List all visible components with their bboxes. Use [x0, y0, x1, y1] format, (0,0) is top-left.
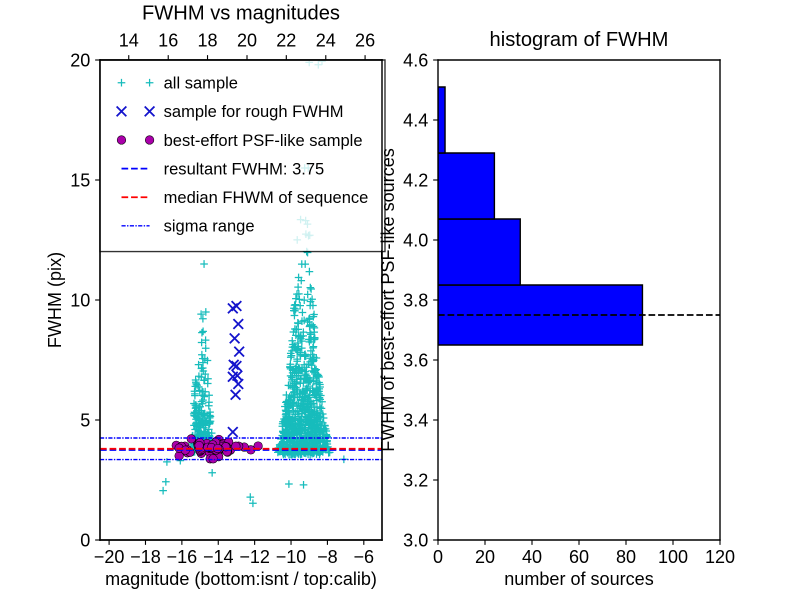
svg-text:−16: −16: [167, 547, 198, 567]
svg-text:60: 60: [569, 547, 589, 567]
svg-text:20: 20: [237, 31, 257, 51]
svg-text:3.2: 3.2: [403, 471, 428, 491]
svg-text:40: 40: [522, 547, 542, 567]
svg-text:FWHM of best-effort PSF-like s: FWHM of best-effort PSF-like sources: [378, 148, 398, 452]
svg-text:magnitude (bottom:isnt / top:c: magnitude (bottom:isnt / top:calib): [105, 569, 377, 589]
svg-text:best-effort PSF-like sample: best-effort PSF-like sample: [164, 131, 363, 150]
svg-text:0: 0: [433, 547, 443, 567]
svg-text:0: 0: [80, 531, 90, 551]
svg-text:3.6: 3.6: [403, 351, 428, 371]
svg-text:resultant FWHM: 3.75: resultant FWHM: 3.75: [164, 159, 325, 178]
svg-text:−14: −14: [203, 547, 234, 567]
svg-text:120: 120: [705, 547, 735, 567]
svg-text:−12: −12: [239, 547, 270, 567]
svg-text:4.2: 4.2: [403, 171, 428, 191]
svg-text:median FHWM of sequence: median FHWM of sequence: [164, 188, 369, 207]
svg-text:sigma range: sigma range: [164, 217, 255, 236]
svg-text:3.0: 3.0: [403, 531, 428, 551]
svg-text:100: 100: [658, 547, 688, 567]
svg-text:FWHM vs magnitudes: FWHM vs magnitudes: [142, 3, 340, 25]
svg-text:4.6: 4.6: [403, 51, 428, 71]
svg-text:4.4: 4.4: [403, 111, 428, 131]
svg-text:10: 10: [70, 291, 90, 311]
svg-text:−6: −6: [354, 547, 375, 567]
svg-text:number of sources: number of sources: [504, 569, 653, 589]
svg-text:24: 24: [316, 31, 336, 51]
svg-text:20: 20: [475, 547, 495, 567]
svg-text:−8: −8: [317, 547, 338, 567]
svg-text:22: 22: [276, 31, 296, 51]
svg-text:4.0: 4.0: [403, 231, 428, 251]
svg-text:−20: −20: [94, 547, 125, 567]
svg-text:FWHM (pix): FWHM (pix): [45, 252, 65, 348]
svg-text:80: 80: [616, 547, 636, 567]
svg-text:3.4: 3.4: [403, 411, 428, 431]
svg-text:sample for rough FWHM: sample for rough FWHM: [164, 102, 344, 121]
svg-text:16: 16: [158, 31, 178, 51]
svg-text:histogram of FWHM: histogram of FWHM: [490, 29, 669, 51]
svg-text:3.8: 3.8: [403, 291, 428, 311]
svg-text:15: 15: [70, 171, 90, 191]
svg-text:−18: −18: [130, 547, 161, 567]
svg-text:5: 5: [80, 411, 90, 431]
svg-text:−10: −10: [276, 547, 307, 567]
svg-text:18: 18: [197, 31, 217, 51]
svg-text:26: 26: [355, 31, 375, 51]
svg-text:20: 20: [70, 51, 90, 71]
svg-text:all sample: all sample: [164, 74, 238, 93]
svg-text:14: 14: [119, 31, 139, 51]
